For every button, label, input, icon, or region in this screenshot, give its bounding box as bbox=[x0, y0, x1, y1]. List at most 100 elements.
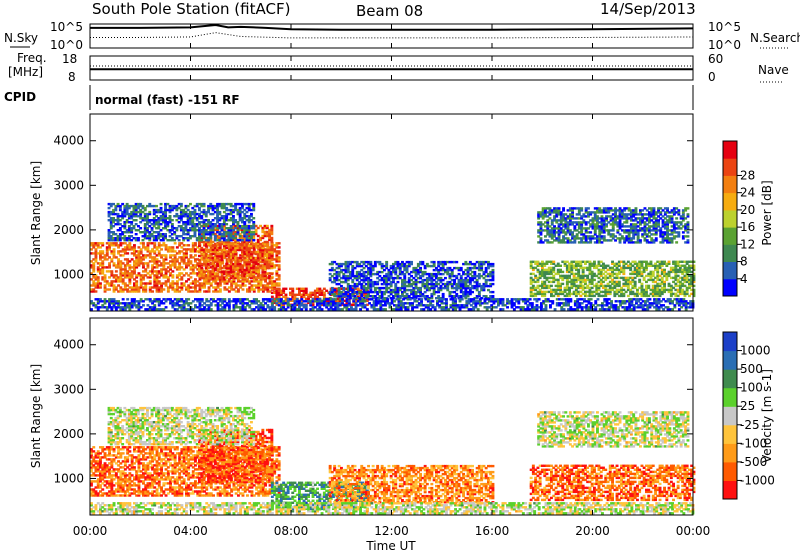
power-cell bbox=[686, 207, 690, 210]
power-cell bbox=[182, 227, 186, 230]
power-cell bbox=[349, 288, 352, 292]
power-cell bbox=[457, 295, 461, 298]
power-cell bbox=[593, 294, 596, 298]
power-cell bbox=[222, 256, 226, 260]
power-cell bbox=[435, 280, 438, 284]
power-cell bbox=[162, 282, 166, 285]
power-cell bbox=[624, 290, 628, 294]
power-cell bbox=[232, 270, 236, 273]
power-cell bbox=[112, 212, 115, 216]
power-cell bbox=[552, 274, 556, 278]
power-cell bbox=[396, 288, 400, 292]
power-cell bbox=[171, 262, 175, 265]
power-cell bbox=[164, 215, 167, 218]
power-cell bbox=[670, 233, 674, 236]
power-cell bbox=[605, 211, 608, 214]
power-cell bbox=[318, 287, 322, 290]
power-cell bbox=[337, 264, 341, 268]
power-cell bbox=[209, 284, 213, 287]
power-cell bbox=[396, 260, 400, 264]
power-cell bbox=[645, 209, 649, 212]
power-cell bbox=[236, 256, 240, 260]
power-cell bbox=[437, 260, 441, 264]
power-cell bbox=[198, 208, 201, 212]
power-cell bbox=[333, 260, 337, 264]
power-cell bbox=[264, 250, 267, 253]
power-cell bbox=[123, 250, 127, 253]
power-cell bbox=[225, 223, 229, 226]
power-cell bbox=[238, 208, 242, 212]
power-cell bbox=[608, 266, 612, 270]
power-cell bbox=[218, 246, 222, 250]
power-cell bbox=[464, 282, 468, 286]
power-cell bbox=[241, 258, 244, 262]
power-cell bbox=[125, 208, 129, 212]
power-cell bbox=[223, 278, 227, 281]
power-cell bbox=[179, 227, 183, 230]
power-cell bbox=[92, 266, 96, 269]
power-cell bbox=[189, 221, 192, 224]
power-cell bbox=[261, 256, 265, 260]
power-cell bbox=[365, 299, 369, 302]
power-cell bbox=[625, 215, 629, 218]
power-cell bbox=[430, 295, 434, 298]
power-cell bbox=[182, 221, 186, 224]
power-cell bbox=[584, 278, 587, 282]
power-cell bbox=[430, 280, 434, 284]
power-cell bbox=[547, 272, 551, 276]
power-cell bbox=[222, 226, 226, 230]
power-cell bbox=[180, 256, 184, 259]
power-cell bbox=[360, 264, 364, 268]
power-cell bbox=[123, 246, 127, 249]
power-cell bbox=[412, 268, 416, 272]
power-cell bbox=[92, 274, 96, 277]
power-cell bbox=[241, 231, 244, 234]
power-cell bbox=[200, 256, 204, 260]
power-cell bbox=[207, 250, 210, 254]
power-cell bbox=[599, 264, 603, 267]
power-cell bbox=[564, 231, 568, 234]
power-cell bbox=[109, 237, 113, 240]
power-cell bbox=[114, 219, 118, 222]
power-cell bbox=[159, 202, 163, 206]
power-cell bbox=[148, 210, 152, 214]
power-cell bbox=[475, 266, 479, 270]
power-cell bbox=[362, 284, 366, 288]
power-cell bbox=[218, 282, 222, 285]
power-cell bbox=[539, 215, 543, 218]
power-cell bbox=[259, 274, 263, 277]
power-cell bbox=[563, 288, 567, 292]
power-cell bbox=[475, 282, 479, 286]
power-cell bbox=[459, 278, 463, 282]
power-cell bbox=[105, 250, 109, 253]
power-cell bbox=[252, 266, 256, 270]
power-cell bbox=[547, 290, 551, 294]
power-cell bbox=[419, 286, 422, 290]
power-cell bbox=[261, 284, 265, 287]
power-cell bbox=[337, 270, 341, 274]
power-cell bbox=[175, 227, 179, 230]
power-cell bbox=[282, 289, 286, 292]
power-cell bbox=[211, 248, 215, 252]
power-cell bbox=[430, 278, 434, 282]
power-cell bbox=[200, 264, 204, 267]
power-cell bbox=[161, 212, 165, 216]
power-cell bbox=[220, 242, 224, 246]
power-cell bbox=[259, 252, 262, 256]
power-cell bbox=[333, 295, 337, 298]
power-cell bbox=[571, 241, 574, 244]
power-cell bbox=[127, 215, 131, 218]
power-cell bbox=[146, 242, 150, 245]
power-cell bbox=[568, 280, 571, 284]
power-cell bbox=[328, 262, 332, 266]
power-cell bbox=[112, 244, 116, 247]
power-cell bbox=[232, 272, 235, 276]
power-cell bbox=[546, 223, 550, 226]
power-cell bbox=[570, 278, 574, 282]
power-cell bbox=[112, 256, 116, 259]
power-cell bbox=[624, 278, 628, 282]
power-cell bbox=[355, 272, 359, 276]
power-cell bbox=[568, 276, 571, 280]
power-cell bbox=[599, 278, 603, 282]
power-cell bbox=[597, 294, 601, 298]
